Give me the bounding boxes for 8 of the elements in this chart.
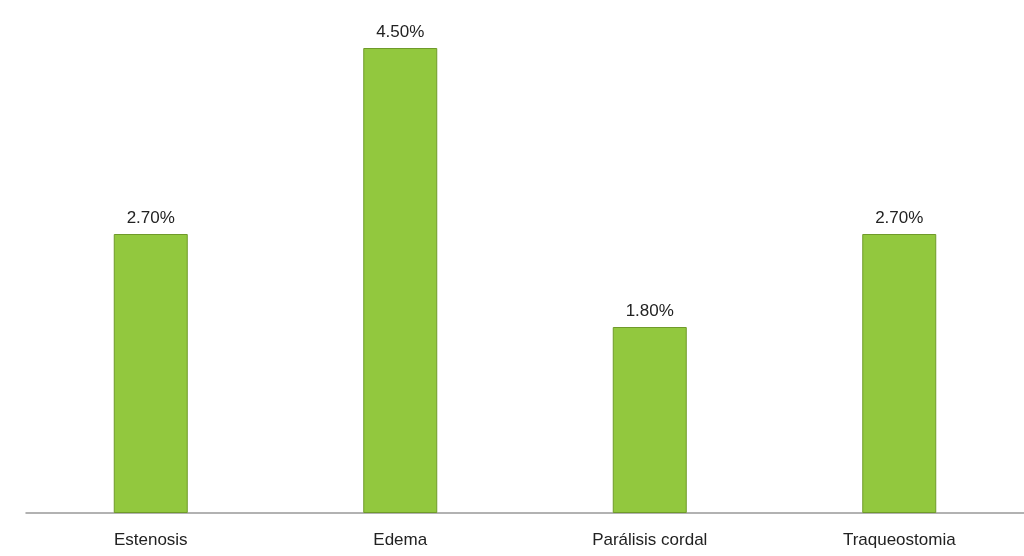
- data-label: 1.80%: [625, 301, 674, 320]
- x-tick-label: Traqueostomia: [842, 530, 957, 549]
- data-label: 2.70%: [875, 208, 924, 227]
- data-label: 2.70%: [126, 208, 175, 227]
- x-tick-label: Estenosis: [113, 530, 188, 549]
- x-tick-label: Parálisis cordal: [592, 530, 708, 549]
- x-tick-label: Edema: [373, 530, 428, 549]
- data-label: 4.50%: [376, 22, 425, 41]
